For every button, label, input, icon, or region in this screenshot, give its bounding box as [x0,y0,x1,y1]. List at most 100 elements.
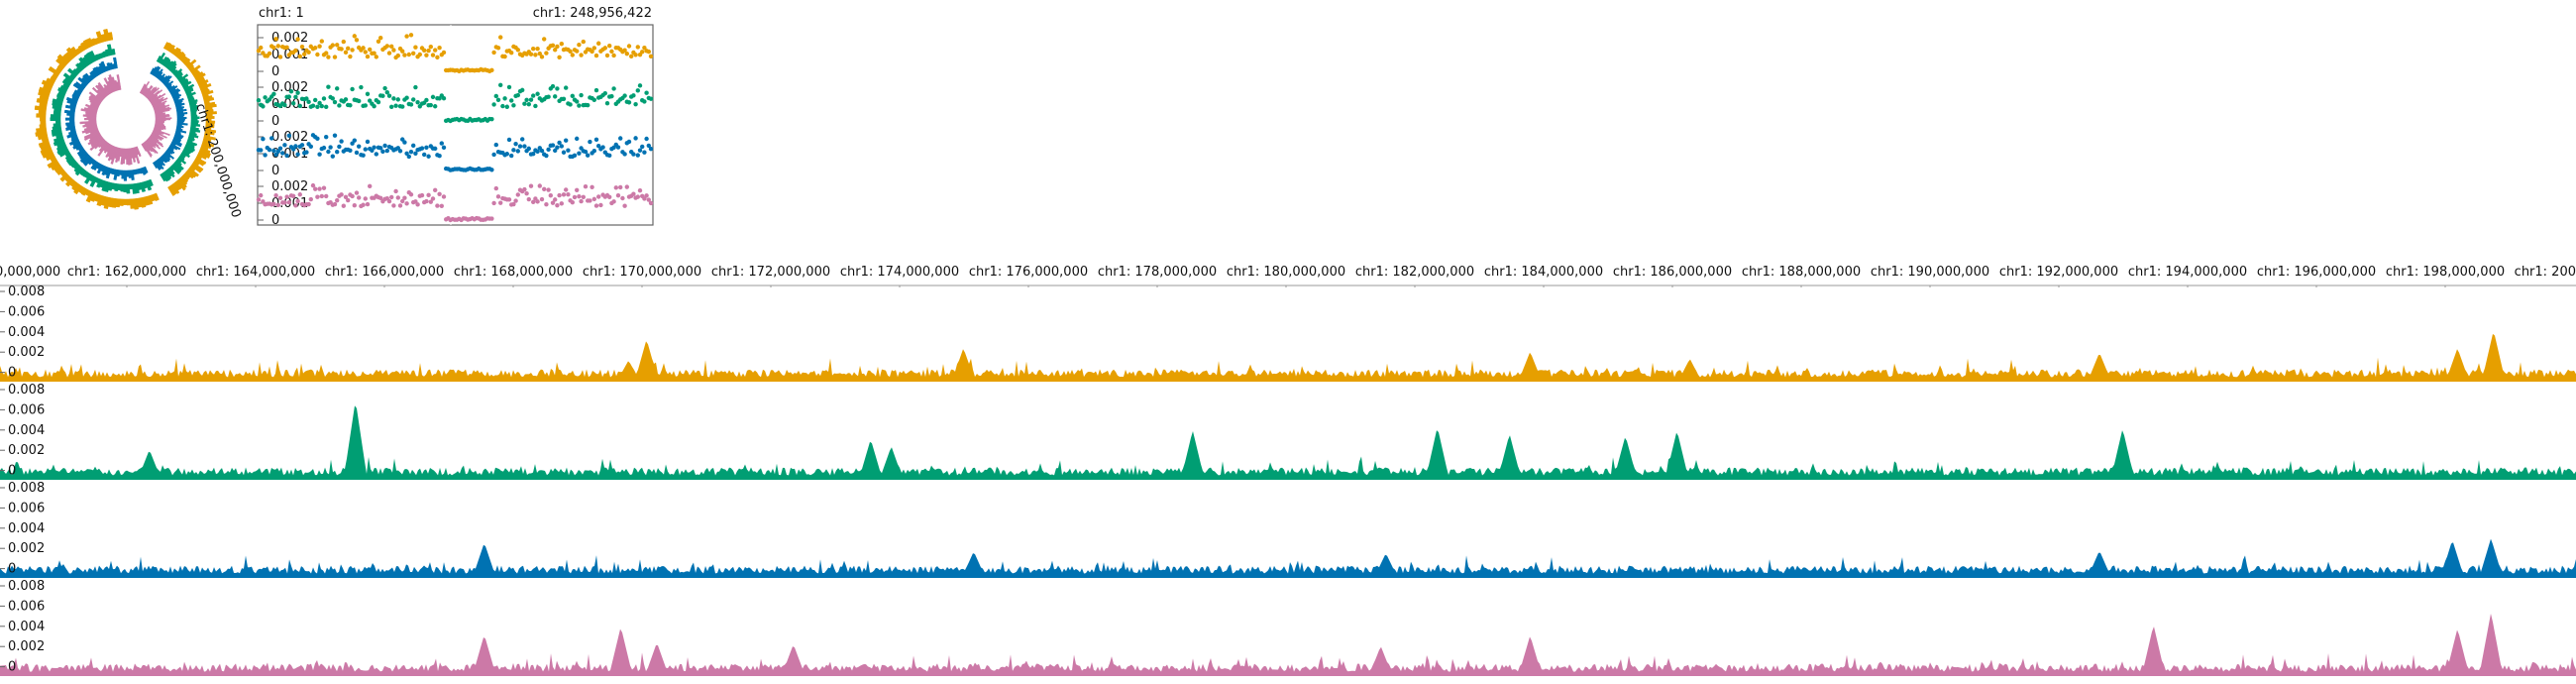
overview-point [491,50,496,56]
overview-point [546,94,551,99]
overview-point [348,103,353,108]
overview-point [259,148,264,153]
overview-point [491,200,496,206]
ruler-label: chr1: 166,000,000 [325,265,444,280]
overview-point [564,85,569,90]
overview-point [570,93,575,99]
overview-tick-label: 0.001 [271,97,308,112]
circular-overview[interactable]: chr1: 200,000,000 [34,29,244,220]
overview-point [271,45,276,51]
overview-point [413,151,418,156]
overview-point [326,55,331,59]
coverage-track-1[interactable]: 0.008 0.006 0.004 0.002 0 [0,285,2576,386]
overview-point [357,195,362,200]
overview-point [600,145,605,150]
overview-point [284,45,289,50]
overview-point [419,192,425,198]
overview-point [531,199,536,205]
overview-tick-label: 0 [271,114,279,129]
overview-point [537,183,542,188]
overview-point [535,46,540,52]
overview-point [493,142,498,148]
overview-point [542,37,547,42]
overview-point [535,149,540,155]
ruler-label: chr1: 170,000,000 [583,265,701,280]
overview-point [555,145,560,150]
overview-point [384,89,389,95]
overview-point [352,138,357,143]
overview-point [308,144,313,150]
overview-point [376,39,381,45]
overview-point [402,140,407,145]
overview-point [380,149,385,155]
overview-point [277,55,283,59]
overview-point [489,67,494,73]
overview-point [337,144,342,150]
overview-point [393,188,398,194]
overview-point [306,201,311,207]
ruler-label: chr1: 194,000,000 [2128,265,2247,280]
overview-point [568,49,573,54]
overview-point [591,148,596,154]
overview-point [363,50,368,55]
overview-point [332,201,338,207]
overview-tracks: 0.0020.00100.0020.00100.0020.00100.0020.… [256,31,654,228]
overview-point [295,37,300,42]
overview-point [402,53,407,57]
overview-point [611,199,616,204]
overview-point [330,96,335,101]
overview-point [593,137,599,143]
overview-point [642,150,647,155]
overview-point [328,145,333,150]
overview-point [400,49,405,54]
overview-point [441,50,447,56]
overview-point [572,153,578,159]
overview-point [308,196,313,202]
overview-point [291,101,296,106]
coverage-track-2[interactable]: 0.008 0.006 0.004 0.002 0 [0,383,2576,484]
overview-point [282,102,287,108]
ruler-label: chr1: 168,000,000 [454,265,573,280]
overview-point [528,183,534,188]
overview-point [533,53,538,57]
overview-point [422,152,427,158]
overview-point [408,149,414,155]
ruler-label: chr1: 184,000,000 [1484,265,1603,280]
ruler-label: chr1: 190,000,000 [1871,265,1989,280]
overview-point [546,147,551,153]
overview-point [408,33,414,38]
overview-point [593,203,599,208]
overview-point [642,196,647,201]
overview-point [511,201,516,207]
overview-point [498,200,503,205]
overview-point [509,50,514,56]
overview-point [359,84,364,90]
overview-point [382,143,387,149]
overview-point [335,149,340,155]
coverage-track-3[interactable]: 0.008 0.006 0.004 0.002 0 [0,481,2576,582]
overview-point [513,198,518,203]
overview-point [602,90,607,96]
overview-point [295,152,300,157]
overview-point [493,93,498,99]
overview-point [284,194,289,199]
overview-point [428,44,433,50]
overview-point [259,192,264,198]
overview-point [259,45,264,51]
track-tick-label: 0.004 [8,620,45,634]
coverage-track-4[interactable]: 0.008 0.006 0.004 0.002 0 [0,579,2576,680]
overview-point [339,192,344,197]
overview-point [256,98,262,103]
track-tick-label: 0.004 [8,521,45,536]
overview-point [280,151,285,156]
overview-point [581,39,586,45]
overview-point [391,203,396,208]
chromosome-overview[interactable]: chr1: 1 chr1: 248,956,422 0.0020.00100.0… [256,6,654,228]
track-tick-label: 0.002 [8,443,45,458]
overview-point [539,148,545,154]
overview-point [596,194,601,199]
overview-point [528,52,534,57]
position-ruler[interactable]: 0,000,000 chr1: 200 chr1: 162,000,000 chr… [0,265,2576,290]
overview-point [368,183,373,189]
overview-point [297,54,302,58]
